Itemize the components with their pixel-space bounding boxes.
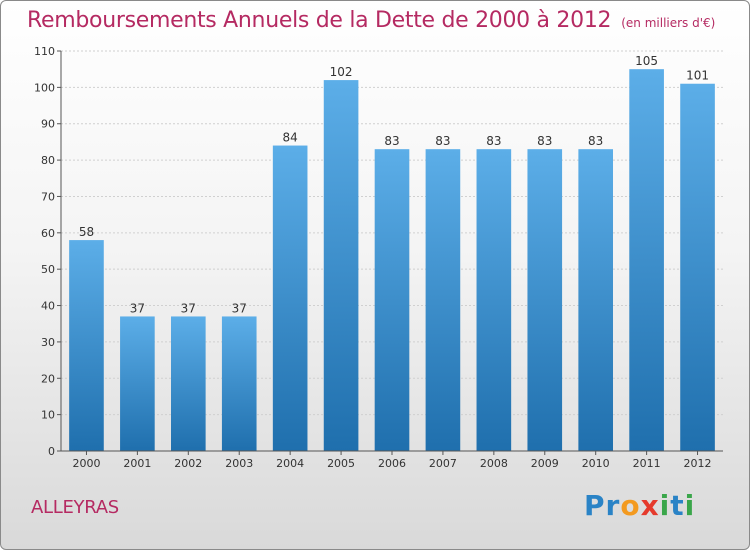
x-tick-label: 2010 xyxy=(582,457,610,470)
chart-title-text: Remboursements Annuels de la Dette de 20… xyxy=(27,8,612,33)
bar xyxy=(120,316,155,451)
bar xyxy=(221,316,257,451)
logo-letter: r xyxy=(605,489,621,522)
x-tick-label: 2009 xyxy=(531,457,559,470)
x-tick-label: 2005 xyxy=(327,457,355,470)
data-label: 83 xyxy=(588,134,603,148)
y-tick-label: 100 xyxy=(34,81,55,94)
x-tick-label: 2001 xyxy=(123,457,151,470)
data-label: 102 xyxy=(330,65,353,79)
logo-letter: i xyxy=(659,489,671,522)
data-label: 37 xyxy=(130,301,145,315)
y-tick-label: 110 xyxy=(34,45,55,58)
data-label: 105 xyxy=(635,54,658,68)
bar xyxy=(69,240,104,451)
bar xyxy=(272,145,308,451)
data-label: 83 xyxy=(486,134,501,148)
bar xyxy=(425,149,461,451)
data-label: 83 xyxy=(384,134,399,148)
data-label: 84 xyxy=(283,131,298,145)
y-tick-label: 30 xyxy=(41,336,55,349)
x-tick-label: 2011 xyxy=(633,457,661,470)
y-tick-label: 80 xyxy=(41,154,55,167)
x-tick-label: 2003 xyxy=(225,457,253,470)
y-tick-label: 90 xyxy=(41,118,55,131)
x-tick-label: 2006 xyxy=(378,457,406,470)
x-tick-label: 2012 xyxy=(684,457,712,470)
bar xyxy=(374,149,410,451)
y-tick-label: 50 xyxy=(41,263,55,276)
data-label: 101 xyxy=(686,69,709,83)
logo-letter: x xyxy=(640,489,660,522)
bar-chart: 0 10 20 30 40 50 60 70 80 90 100 110 58 37 37 37 84 102 8… xyxy=(34,45,723,470)
data-label: 83 xyxy=(537,134,552,148)
logo-letter: i xyxy=(684,489,696,522)
proxiti-logo: Proxiti xyxy=(584,489,695,522)
commune-name: ALLEYRAS xyxy=(31,497,119,518)
chart-title: Remboursements Annuels de la Dette de 20… xyxy=(27,8,715,33)
data-label: 37 xyxy=(181,301,196,315)
x-tick-label: 2002 xyxy=(174,457,202,470)
bar xyxy=(476,149,512,451)
x-tick-label: 2000 xyxy=(72,457,100,470)
bar xyxy=(170,316,206,451)
logo-letter: t xyxy=(670,489,685,522)
bar xyxy=(527,149,563,451)
y-tick-label: 10 xyxy=(41,409,55,422)
x-tick-label: 2004 xyxy=(276,457,304,470)
y-tick-label: 0 xyxy=(48,445,55,458)
bar xyxy=(578,149,614,451)
y-tick-label: 60 xyxy=(41,227,55,240)
x-tick-label: 2007 xyxy=(429,457,457,470)
bar xyxy=(680,83,715,452)
y-tick-label: 70 xyxy=(41,190,55,203)
chart-unit: (en milliers d'€) xyxy=(621,16,716,30)
bar xyxy=(629,69,664,451)
logo-letter: P xyxy=(584,489,606,522)
data-label: 83 xyxy=(435,134,450,148)
x-tick-label: 2008 xyxy=(480,457,508,470)
y-tick-label: 20 xyxy=(41,372,55,385)
x-axis: 2000 2001 2002 2003 2004 2005 2006 2007 2008 2009… xyxy=(61,450,723,470)
y-tick-label: 40 xyxy=(41,300,55,313)
data-label: 58 xyxy=(79,225,94,239)
data-label: 37 xyxy=(232,301,247,315)
bars: 58 37 37 37 84 102 83 83 83 83 83 105 101 xyxy=(69,54,715,452)
logo-letter: o xyxy=(620,489,641,522)
y-axis: 0 10 20 30 40 50 60 70 80 90 100 110 xyxy=(34,45,62,458)
bar xyxy=(323,80,359,451)
